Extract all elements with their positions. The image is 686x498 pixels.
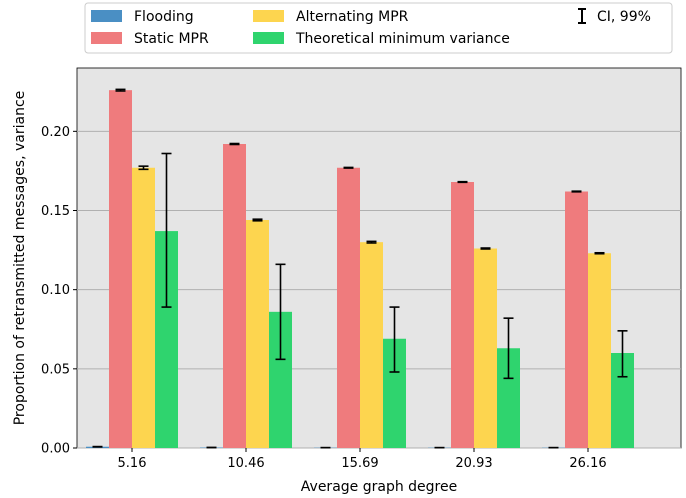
y-tick-label: 0.00 [41,442,70,457]
x-tick-label: 20.93 [455,456,492,471]
bar [611,353,634,448]
bar [109,90,132,449]
legend-label-static-mpr: Static MPR [134,31,209,47]
legend-swatch-static-mpr [91,32,122,44]
bars [86,90,634,449]
bar [223,144,246,448]
x-axis-label: Average graph degree [301,479,457,495]
legend-label-theoretical-min: Theoretical minimum variance [295,31,510,47]
ci-errorbar-icon [578,8,586,24]
y-axis-ticks: 0.00 0.05 0.10 0.15 0.20 [41,125,77,457]
bar [155,231,178,448]
bar [383,338,406,448]
legend-label-flooding: Flooding [134,9,194,25]
bar [337,167,360,448]
bar [246,220,269,448]
legend: Flooding Static MPR Alternating MPR Theo… [84,2,673,54]
legend-swatch-flooding [91,10,122,22]
y-tick-label: 0.15 [41,204,70,219]
legend-label-alternating-mpr: Alternating MPR [296,9,409,25]
legend-label-ci: CI, 99% [597,9,651,25]
bar [132,167,155,448]
x-tick-label: 15.69 [341,456,378,471]
bar [497,348,520,448]
x-tick-label: 26.16 [569,456,606,471]
y-tick-label: 0.20 [41,125,70,140]
x-tick-label: 10.46 [227,456,264,471]
y-tick-label: 0.05 [41,362,70,377]
bar [451,182,474,448]
y-tick-label: 0.10 [41,283,70,298]
bar [360,242,383,448]
y-axis-label: Proportion of retransmitted messages, va… [12,91,28,426]
x-tick-label: 5.16 [118,456,147,471]
error-bars [92,88,628,449]
legend-swatch-theoretical-min [253,32,284,44]
x-axis-ticks: 5.16 10.46 15.69 20.93 26.16 [118,448,607,471]
legend-frame [84,2,673,54]
legend-swatch-alternating-mpr [253,10,284,22]
bar [474,248,497,448]
bar [565,191,588,448]
bar [588,253,611,448]
bar [269,311,292,448]
